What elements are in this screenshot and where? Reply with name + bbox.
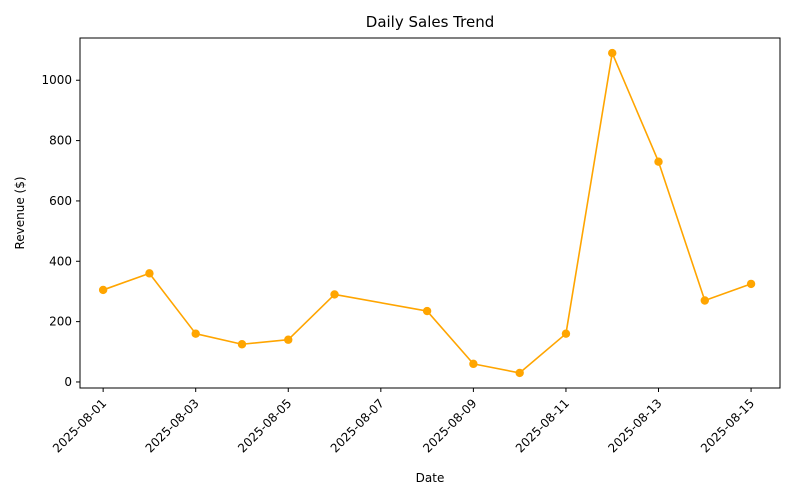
- y-tick-label: 400: [49, 254, 72, 268]
- data-point: [608, 48, 617, 58]
- y-axis: 0 200 400 600 800 1000: [41, 73, 80, 389]
- data-point: [469, 359, 478, 369]
- plot-frame: [79, 37, 781, 389]
- data-point: [284, 335, 293, 344]
- data-point: [654, 157, 663, 166]
- y-tick-label: 0: [64, 375, 72, 389]
- data-point: [145, 269, 154, 278]
- x-tick-label: 2025-08-11: [513, 396, 572, 455]
- x-tick-label: 2025-08-09: [420, 396, 479, 455]
- series-layer: [98, 48, 756, 378]
- x-tick-label: 2025-08-13: [605, 396, 664, 455]
- data-point: [561, 329, 571, 338]
- data-point: [700, 296, 709, 305]
- y-tick-label: 200: [49, 315, 72, 329]
- data-point: [515, 368, 524, 378]
- y-tick-label: 800: [49, 134, 72, 148]
- y-axis-label: Revenue ($): [13, 176, 27, 249]
- data-point: [191, 329, 200, 338]
- x-tick-label: 2025-08-01: [50, 396, 109, 455]
- x-tick-label: 2025-08-05: [235, 396, 294, 455]
- x-axis-label: Date: [416, 471, 445, 485]
- data-point: [422, 306, 432, 316]
- series-line: [102, 52, 752, 374]
- x-tick-label: 2025-08-07: [328, 396, 387, 455]
- data-point: [237, 340, 247, 349]
- x-axis: 2025-08-01 2025-08-03 2025-08-05 2025-08-07…: [50, 388, 757, 455]
- x-tick-label: 2025-08-15: [698, 396, 757, 455]
- y-tick-label: 600: [49, 194, 72, 208]
- chart-title: Daily Sales Trend: [366, 13, 494, 31]
- data-point: [98, 285, 108, 295]
- data-point: [330, 290, 339, 299]
- x-tick-label: 2025-08-03: [143, 396, 202, 455]
- y-tick-label: 1000: [41, 73, 72, 87]
- data-point: [746, 279, 756, 289]
